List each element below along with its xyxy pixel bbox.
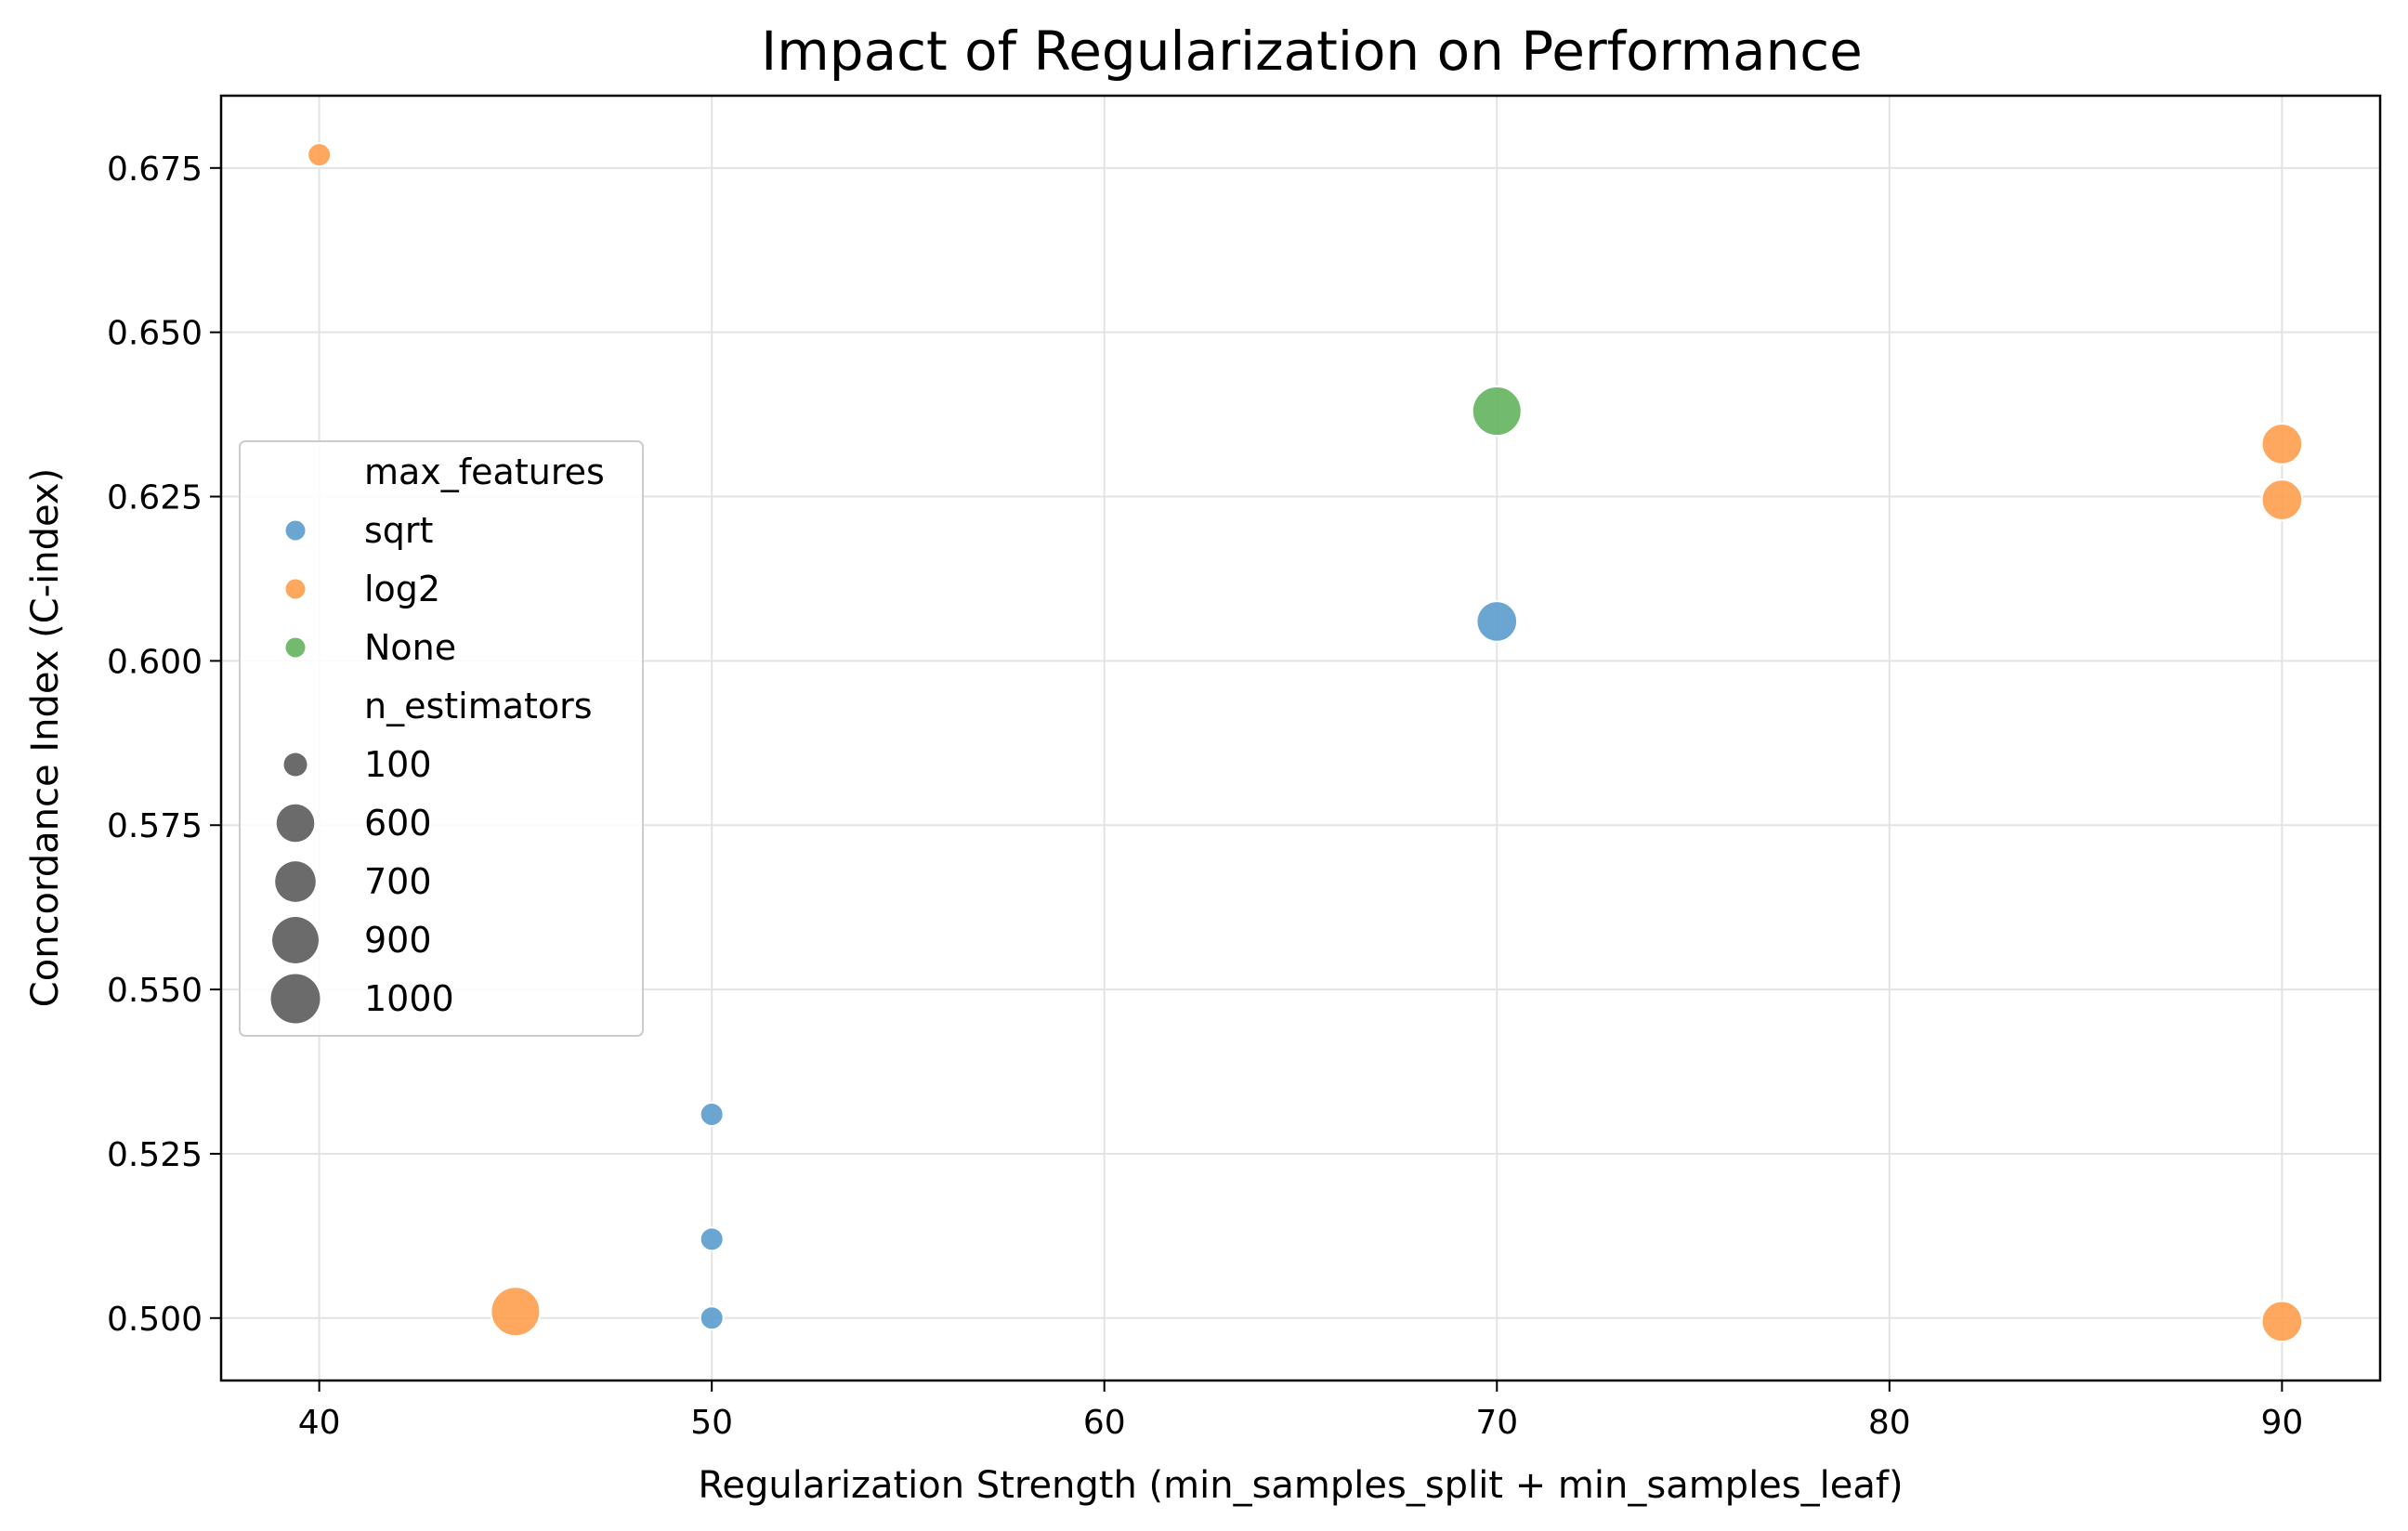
y-axis-ticks: 0.500 0.525 0.550 0.575 0.600 0.625 0.650 0.675	[107, 150, 221, 1339]
legend-marker	[283, 752, 308, 777]
data-point	[699, 1305, 725, 1331]
data-point	[2260, 478, 2304, 521]
legend-entry: 600	[364, 803, 432, 844]
legend-entry: sqrt	[364, 510, 433, 551]
x-tick-label: 90	[2260, 1404, 2303, 1442]
data-point	[1471, 386, 1523, 438]
y-tick-label: 0.575	[107, 807, 203, 845]
legend-marker	[285, 520, 306, 541]
y-tick-label: 0.625	[107, 479, 203, 517]
legend-entry: 100	[364, 744, 432, 785]
x-axis-label: Regularization Strength (min_samples_spl…	[698, 1464, 1903, 1507]
data-point	[699, 1226, 725, 1252]
data-point	[490, 1286, 542, 1338]
data-point	[699, 1101, 725, 1127]
legend-hue-title: max_features	[364, 451, 605, 492]
legend-entry: 900	[364, 920, 432, 961]
x-tick-label: 50	[690, 1404, 733, 1442]
data-points	[307, 142, 2304, 1343]
legend-marker	[272, 917, 319, 963]
y-tick-label: 0.500	[107, 1301, 203, 1339]
data-point	[307, 142, 333, 168]
y-tick-label: 0.525	[107, 1136, 203, 1174]
x-tick-label: 80	[1868, 1404, 1911, 1442]
plot-frame	[219, 94, 2382, 1382]
y-tick-label: 0.675	[107, 150, 203, 189]
legend-entry: log2	[364, 569, 440, 609]
data-point	[1475, 600, 1519, 643]
legend-entry: 700	[364, 861, 432, 902]
legend-marker	[275, 861, 316, 902]
legend-marker	[270, 974, 321, 1024]
data-point	[2260, 423, 2304, 465]
y-tick-label: 0.600	[107, 643, 203, 681]
y-axis-label: Concordance Index (C-index)	[24, 468, 67, 1007]
y-tick-label: 0.550	[107, 972, 203, 1010]
legend-box	[239, 440, 644, 1037]
x-tick-label: 60	[1083, 1404, 1126, 1442]
x-tick-label: 40	[298, 1404, 341, 1442]
legend-marker	[285, 637, 306, 658]
y-tick-label: 0.650	[107, 315, 203, 353]
legend-entry: 1000	[364, 978, 454, 1019]
x-tick-label: 70	[1475, 1404, 1518, 1442]
chart-title: Impact of Regularization on Performance	[761, 20, 1863, 83]
legend-entry: None	[364, 627, 456, 668]
x-axis-ticks: 40 50 60 70 80 90	[298, 1381, 2303, 1442]
legend-size-title: n_estimators	[364, 686, 593, 726]
legend-marker	[285, 579, 306, 599]
legend-marker	[276, 804, 315, 843]
data-point	[2260, 1300, 2304, 1343]
